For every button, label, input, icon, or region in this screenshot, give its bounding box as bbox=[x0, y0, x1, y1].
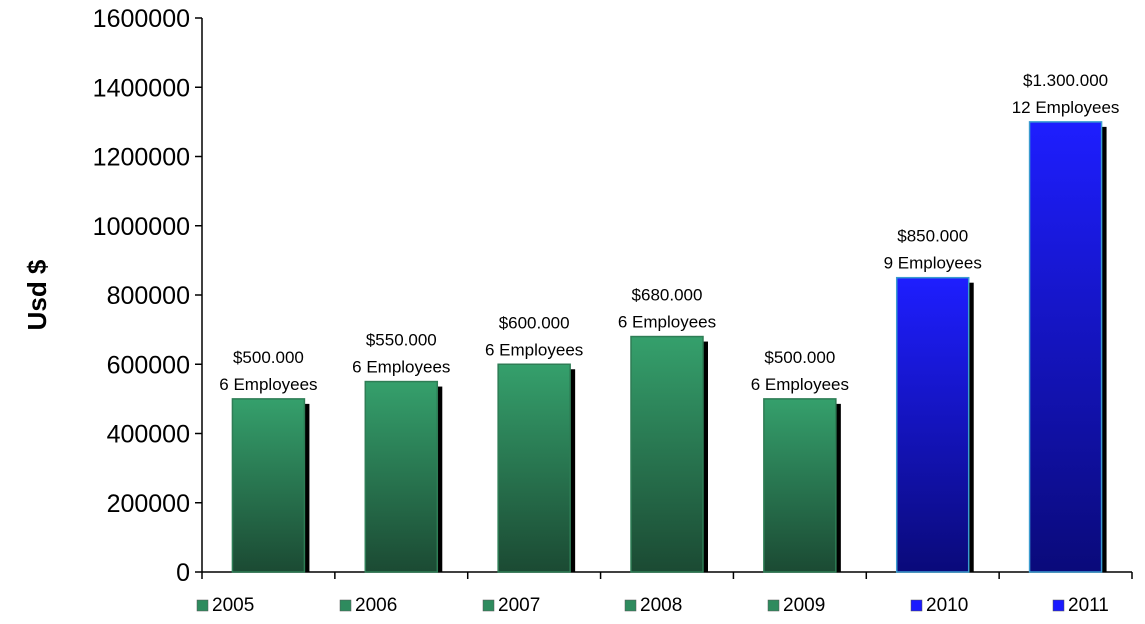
y-tick-label: 400000 bbox=[107, 421, 190, 449]
legend-label-2009: 2009 bbox=[783, 595, 825, 616]
bar-2006 bbox=[364, 380, 439, 573]
bar-2009 bbox=[763, 398, 837, 573]
y-tick-label: 800000 bbox=[107, 282, 190, 310]
legend-swatch-2010 bbox=[910, 599, 923, 612]
y-axis-label: Usd $ bbox=[22, 259, 52, 330]
legend-label-2010: 2010 bbox=[926, 595, 968, 616]
data-label-value: $850.000 bbox=[897, 227, 968, 246]
data-label-employees: 6 Employees bbox=[751, 375, 849, 394]
y-tick-label: 1000000 bbox=[93, 213, 190, 241]
data-label-value: $600.000 bbox=[499, 313, 570, 332]
data-label-value: $550.000 bbox=[366, 331, 437, 350]
y-tick-label: 600000 bbox=[107, 351, 190, 379]
data-label-value: $500.000 bbox=[233, 348, 304, 367]
y-tick-label: 1400000 bbox=[93, 74, 190, 102]
legend-swatch-2009 bbox=[767, 599, 780, 612]
data-label-value: $1.300.000 bbox=[1023, 71, 1108, 90]
data-label-employees: 6 Employees bbox=[618, 313, 716, 332]
bar-2005 bbox=[231, 398, 306, 573]
legend-label-2007: 2007 bbox=[498, 595, 540, 616]
data-label-employees: 6 Employees bbox=[219, 375, 317, 394]
y-tick-label: 1600000 bbox=[93, 5, 190, 33]
data-label-employees: 9 Employees bbox=[884, 254, 982, 273]
legend-label-2005: 2005 bbox=[212, 595, 254, 616]
data-label-employees: 6 Employees bbox=[485, 340, 583, 359]
data-label-value: $500.000 bbox=[764, 348, 835, 367]
legend-swatch-2007 bbox=[482, 599, 495, 612]
bar-2011 bbox=[1028, 121, 1103, 573]
legend-swatch-2005 bbox=[196, 599, 209, 612]
bar-2007 bbox=[497, 363, 571, 573]
legend-label-2008: 2008 bbox=[640, 595, 682, 616]
bar-2010 bbox=[895, 276, 970, 573]
legend-swatch-2006 bbox=[339, 599, 352, 612]
data-label-employees: 6 Employees bbox=[352, 358, 450, 377]
legend-label-2006: 2006 bbox=[355, 595, 397, 616]
y-tick-label: 200000 bbox=[107, 490, 190, 518]
y-tick-label: 0 bbox=[176, 559, 190, 587]
bar-2008 bbox=[630, 335, 704, 573]
y-tick-label: 1200000 bbox=[93, 144, 190, 172]
data-label-employees: 12 Employees bbox=[1012, 98, 1120, 117]
data-label-value: $680.000 bbox=[632, 286, 703, 305]
legend-label-2011: 2011 bbox=[1068, 595, 1109, 616]
legend-swatch-2008 bbox=[624, 599, 637, 612]
legend-swatch-2011 bbox=[1052, 599, 1065, 612]
